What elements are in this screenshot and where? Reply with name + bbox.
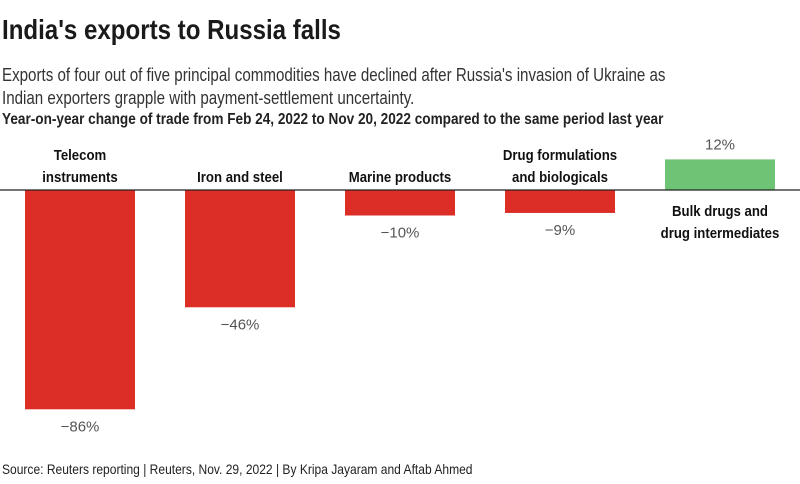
category-label: instruments	[42, 168, 118, 185]
source-note: Source: Reuters reporting | Reuters, Nov…	[2, 461, 473, 477]
category-label: Marine products	[349, 168, 452, 185]
category-label: drug intermediates	[661, 224, 780, 241]
bar	[345, 190, 455, 216]
bar	[665, 159, 775, 190]
category-label: Iron and steel	[197, 168, 283, 185]
bar	[505, 190, 615, 213]
category-label: Bulk drugs and	[672, 202, 768, 219]
data-label: −46%	[221, 316, 260, 333]
category-label: Drug formulations	[503, 146, 617, 163]
bar	[185, 190, 295, 308]
data-label: 12%	[705, 136, 735, 153]
category-label: Telecom	[54, 146, 107, 163]
subtitle-line-1: Exports of four out of five principal co…	[2, 65, 666, 85]
data-label: −9%	[545, 222, 575, 239]
subtitle-line-2: Indian exporters grapple with payment-se…	[2, 88, 415, 108]
data-label: −10%	[381, 225, 420, 242]
data-label: −86%	[61, 418, 100, 435]
chart-description: Year-on-year change of trade from Feb 24…	[2, 111, 664, 128]
category-label: and biologicals	[512, 168, 608, 185]
bar	[25, 190, 135, 410]
chart-title: India's exports to Russia falls	[2, 14, 341, 45]
